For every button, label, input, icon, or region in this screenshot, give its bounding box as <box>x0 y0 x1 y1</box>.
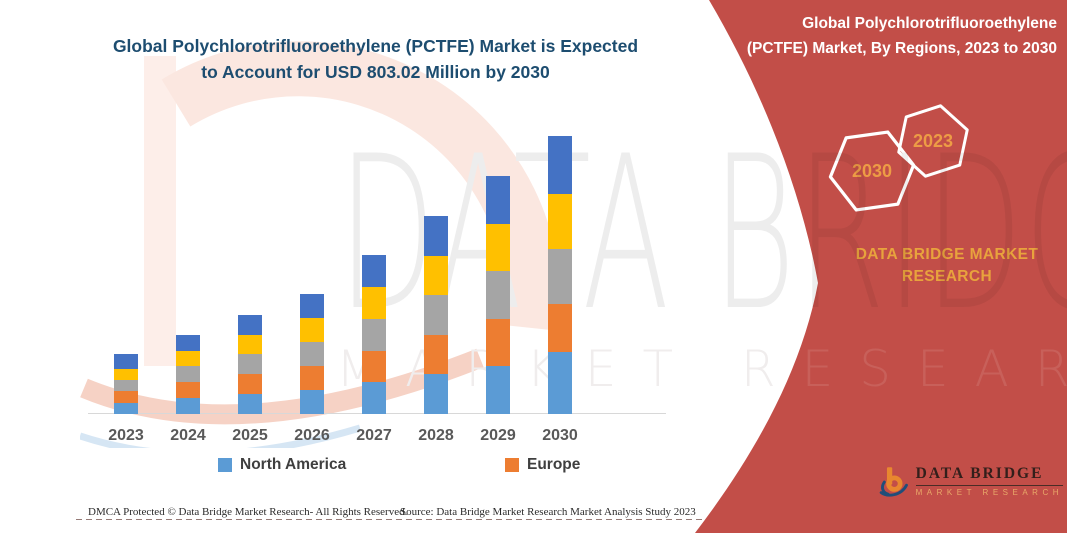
bar-2029-segment-unlabeled-dark-blue <box>486 176 510 224</box>
bar-2028-segment-europe <box>424 335 448 374</box>
brand-logo-b-icon <box>878 452 910 510</box>
hexagon-2023-outline <box>889 100 977 182</box>
hexagon-2023-label: 2023 <box>913 131 953 151</box>
legend-item-europe: Europe <box>505 456 580 474</box>
chart-title-line1: Global Polychlorotrifluoroethylene (PCTF… <box>112 36 639 56</box>
x-axis-label-2030: 2030 <box>542 427 578 444</box>
bar-2023-segment-unlabeled-dark-blue <box>114 354 138 369</box>
bar-2027-segment-unlabeled-yellow <box>362 287 386 319</box>
bar-2028-segment-unlabeled-yellow <box>424 256 448 295</box>
side-panel-title: Global Polychlorotrifluoroethylene (PCTF… <box>746 15 1057 57</box>
bar-2025-segment-north-america <box>238 394 262 414</box>
bar-2025-segment-unlabeled-dark-blue <box>238 315 262 335</box>
footer-dmca-text: DMCA Protected © Data Bridge Market Rese… <box>88 506 408 518</box>
bar-2025-segment-unlabeled-gray <box>238 354 262 374</box>
bar-2023-segment-unlabeled-yellow <box>114 369 138 380</box>
brand-text-block: DATA BRIDGE MARKET RESEARCH <box>916 465 1063 497</box>
legend-label: Europe <box>527 456 581 473</box>
footer-dashed-rule <box>76 519 1010 520</box>
x-axis-label-2024: 2024 <box>170 427 206 444</box>
brand-logo: DATA BRIDGE MARKET RESEARCH <box>878 452 1063 510</box>
chart-title: Global Polychlorotrifluoroethylene (PCTF… <box>88 33 663 86</box>
bar-2029-segment-unlabeled-yellow <box>486 224 510 271</box>
bar-2029-segment-europe <box>486 319 510 366</box>
bar-2026-segment-unlabeled-dark-blue <box>300 294 324 318</box>
bar-2026-segment-north-america <box>300 390 324 414</box>
bar-2027-segment-europe <box>362 351 386 382</box>
legend-item-north-america: North America <box>218 456 346 474</box>
bar-2024-segment-europe <box>176 382 200 398</box>
legend-swatch <box>218 458 232 472</box>
bar-2030-segment-unlabeled-yellow <box>548 194 572 249</box>
chart-title-line2: to Account for USD 803.02 Million by 203… <box>201 62 550 83</box>
bar-2025-segment-unlabeled-yellow <box>238 335 262 354</box>
hexagon-2030-outline <box>825 129 918 213</box>
hexagon-2030-label: 2030 <box>852 161 892 181</box>
legend-swatch <box>505 458 519 472</box>
bar-2028-segment-unlabeled-dark-blue <box>424 216 448 256</box>
x-axis-label-2027: 2027 <box>356 427 392 444</box>
bar-2024-segment-north-america <box>176 398 200 414</box>
footer-source-text: Source: Data Bridge Market Research Mark… <box>400 506 696 518</box>
bar-2027-segment-north-america <box>362 382 386 414</box>
bar-2030-segment-unlabeled-dark-blue <box>548 136 572 194</box>
year-hexagons: 2030 2023 <box>825 100 980 215</box>
bar-2027-segment-unlabeled-dark-blue <box>362 255 386 287</box>
bar-2029-segment-north-america <box>486 366 510 414</box>
legend-label: North America <box>240 456 347 473</box>
bar-2030-segment-north-america <box>548 352 572 414</box>
brand-tagline: MARKET RESEARCH <box>915 488 1063 497</box>
bar-2023-segment-unlabeled-gray <box>114 380 138 391</box>
bar-2027-segment-unlabeled-gray <box>362 319 386 351</box>
bar-2023-segment-north-america <box>114 403 138 414</box>
bar-2026-segment-unlabeled-yellow <box>300 318 324 342</box>
x-axis-label-2028: 2028 <box>418 427 454 444</box>
bar-2025-segment-europe <box>238 374 262 394</box>
bar-2023-segment-europe <box>114 391 138 403</box>
x-axis-label-2029: 2029 <box>480 427 516 444</box>
bar-2026-segment-unlabeled-gray <box>300 342 324 366</box>
bar-2024-segment-unlabeled-yellow <box>176 351 200 366</box>
bar-2026-segment-europe <box>300 366 324 390</box>
brand-name: DATA BRIDGE <box>916 465 1063 486</box>
bar-2029-segment-unlabeled-gray <box>486 271 510 319</box>
bar-2028-segment-north-america <box>424 374 448 414</box>
bar-2024-segment-unlabeled-gray <box>176 366 200 382</box>
bar-2024-segment-unlabeled-dark-blue <box>176 335 200 351</box>
org-name-text: DATA BRIDGE MARKET RESEARCH <box>855 246 1039 285</box>
bar-2030-segment-europe <box>548 304 572 352</box>
x-axis-label-2023: 2023 <box>108 427 144 444</box>
bar-2028-segment-unlabeled-gray <box>424 295 448 335</box>
x-axis-label-2026: 2026 <box>294 427 330 444</box>
bar-2030-segment-unlabeled-gray <box>548 249 572 304</box>
x-axis-label-2025: 2025 <box>232 427 268 444</box>
